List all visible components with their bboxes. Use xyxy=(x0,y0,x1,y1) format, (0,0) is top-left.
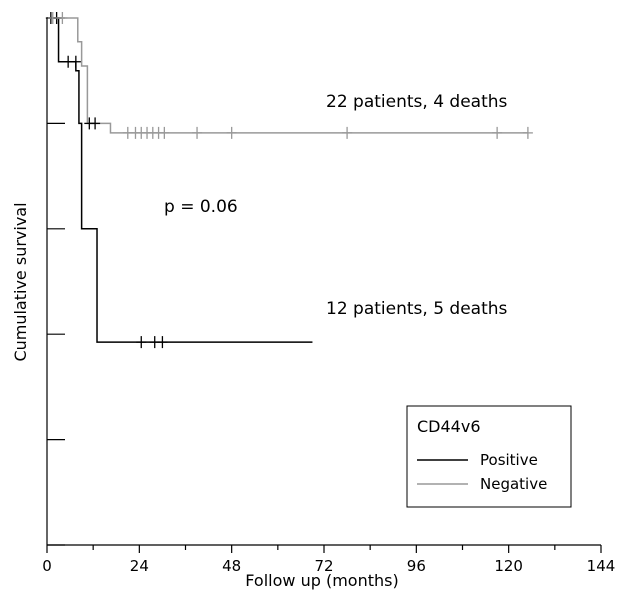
y-axis-title: Cumulative survival xyxy=(11,202,30,361)
ticks xyxy=(46,17,602,553)
legend-label-positive: Positive xyxy=(480,451,538,469)
x-tick-label: 144 xyxy=(587,557,616,575)
negative-summary-label: 22 patients, 4 deaths xyxy=(326,92,508,112)
survival-curves xyxy=(47,17,528,343)
legend-title: CD44v6 xyxy=(417,417,481,436)
x-tick-label: 72 xyxy=(314,557,333,575)
legend-label-negative: Negative xyxy=(480,475,547,493)
curve-negative xyxy=(47,17,528,134)
x-tick-label: 24 xyxy=(130,557,149,575)
legend: CD44v6 Positive Negative xyxy=(406,405,572,508)
censor-marks xyxy=(45,12,533,349)
p-value-label: p = 0.06 xyxy=(164,197,238,217)
x-tick-label: 96 xyxy=(407,557,426,575)
x-axis-title: Follow up (months) xyxy=(245,571,398,590)
positive-summary-label: 12 patients, 5 deaths xyxy=(326,299,508,319)
legend-box xyxy=(406,405,572,508)
tick-labels: 0 24 48 72 96 120 144 xyxy=(42,557,615,575)
x-tick-label: 48 xyxy=(222,557,241,575)
x-tick-label: 120 xyxy=(494,557,523,575)
curve-positive xyxy=(47,17,313,343)
x-tick-label: 0 xyxy=(42,557,52,575)
